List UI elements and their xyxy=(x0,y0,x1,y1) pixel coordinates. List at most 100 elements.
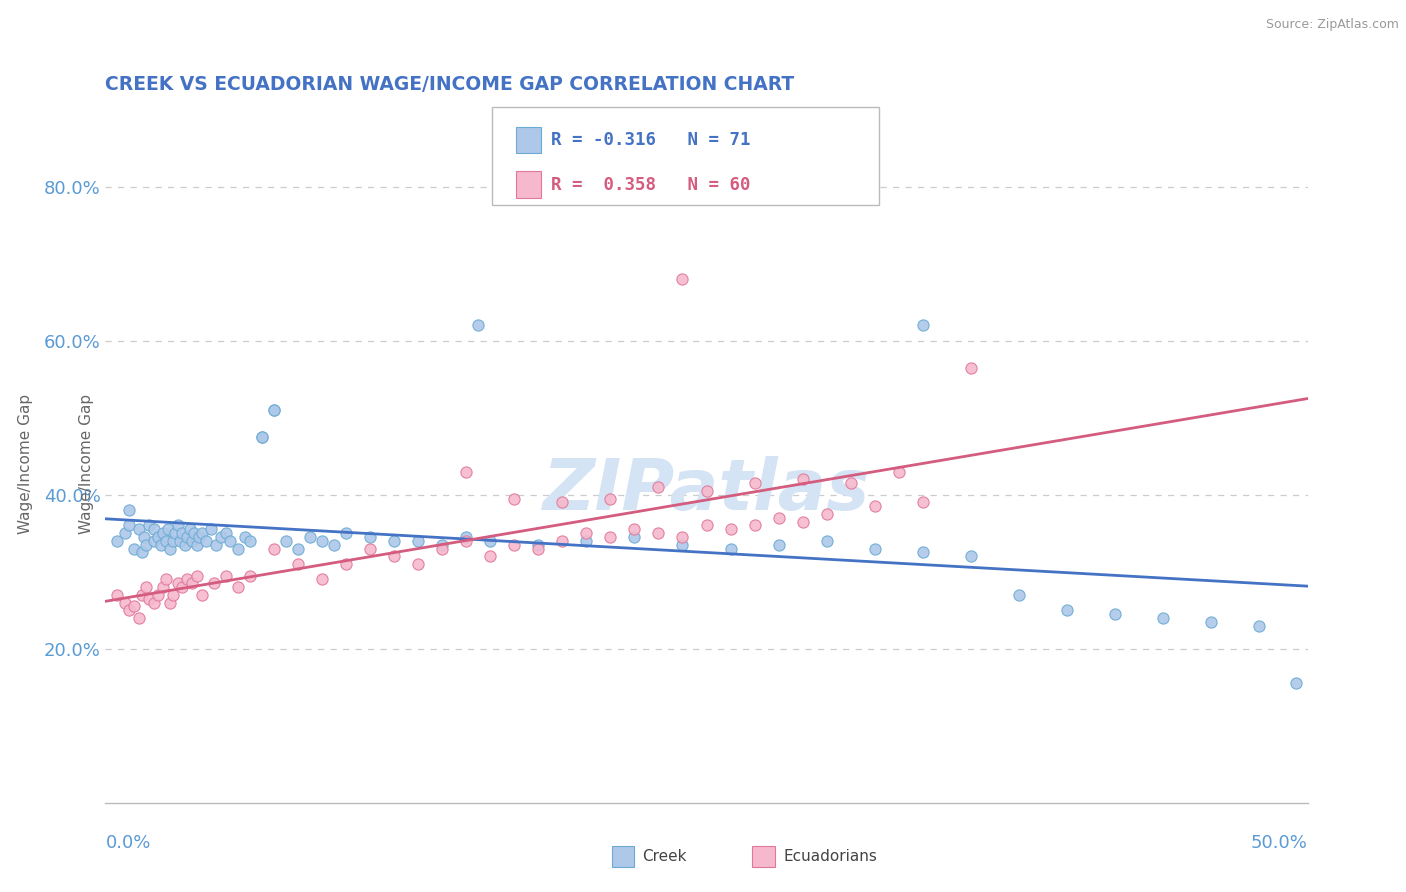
Point xyxy=(911,495,934,509)
Point xyxy=(527,541,550,556)
Point xyxy=(430,538,453,552)
Point xyxy=(454,533,477,548)
Point xyxy=(148,588,170,602)
Point xyxy=(155,533,177,548)
Point xyxy=(359,541,381,556)
Point xyxy=(1104,607,1126,621)
Point xyxy=(190,526,212,541)
Point xyxy=(744,476,766,491)
Point xyxy=(720,541,742,556)
Point xyxy=(359,530,381,544)
Point xyxy=(107,588,129,602)
Point xyxy=(623,530,645,544)
Point xyxy=(202,576,225,591)
Point xyxy=(960,360,983,375)
Point xyxy=(186,538,208,552)
Point xyxy=(406,533,429,548)
Point xyxy=(287,541,309,556)
Point xyxy=(575,533,598,548)
Point xyxy=(118,518,141,533)
Point xyxy=(142,522,165,536)
Point xyxy=(335,526,357,541)
Point xyxy=(263,541,285,556)
Point xyxy=(647,526,669,541)
Point xyxy=(142,533,165,548)
Point xyxy=(135,538,157,552)
Point xyxy=(298,530,321,544)
Point xyxy=(503,538,526,552)
Point xyxy=(454,530,477,544)
Point xyxy=(322,538,344,552)
Point xyxy=(107,533,129,548)
Point xyxy=(132,530,155,544)
Point xyxy=(792,515,814,529)
Point xyxy=(382,549,405,564)
Point xyxy=(162,533,184,548)
Text: Source: ZipAtlas.com: Source: ZipAtlas.com xyxy=(1265,18,1399,31)
Point xyxy=(205,538,228,552)
Point xyxy=(148,530,170,544)
Text: R = -0.316   N = 71: R = -0.316 N = 71 xyxy=(551,131,751,149)
Point xyxy=(186,568,208,582)
Point xyxy=(219,533,242,548)
Point xyxy=(142,595,165,609)
Point xyxy=(181,576,204,591)
Point xyxy=(250,430,273,444)
Point xyxy=(720,522,742,536)
Point xyxy=(200,522,222,536)
Point xyxy=(839,476,862,491)
Point xyxy=(599,491,621,506)
Point xyxy=(188,530,211,544)
Point xyxy=(768,510,790,524)
Text: 0.0%: 0.0% xyxy=(105,834,150,852)
Point xyxy=(124,599,146,614)
Point xyxy=(623,522,645,536)
Point xyxy=(138,591,160,606)
Point xyxy=(863,541,886,556)
Point xyxy=(226,580,249,594)
Point xyxy=(250,430,273,444)
Point xyxy=(166,576,188,591)
Point xyxy=(124,541,146,556)
Point xyxy=(311,573,333,587)
Point xyxy=(527,538,550,552)
Point xyxy=(815,507,838,521)
Point xyxy=(209,530,232,544)
Point xyxy=(233,530,256,544)
Point xyxy=(599,530,621,544)
Point xyxy=(768,538,790,552)
Point xyxy=(183,526,205,541)
Point xyxy=(406,557,429,571)
Point xyxy=(166,518,188,533)
Point xyxy=(152,580,174,594)
Text: CREEK VS ECUADORIAN WAGE/INCOME GAP CORRELATION CHART: CREEK VS ECUADORIAN WAGE/INCOME GAP CORR… xyxy=(105,75,794,94)
Point xyxy=(152,526,174,541)
Text: ZIPatlas: ZIPatlas xyxy=(543,457,870,525)
Point xyxy=(214,568,236,582)
Y-axis label: Wage/Income Gap: Wage/Income Gap xyxy=(18,393,32,534)
Point xyxy=(156,522,179,536)
Point xyxy=(744,518,766,533)
Point xyxy=(274,533,297,548)
Point xyxy=(263,403,285,417)
Point xyxy=(179,522,201,536)
Point xyxy=(696,518,718,533)
Point xyxy=(335,557,357,571)
Point xyxy=(181,533,204,548)
Point xyxy=(551,533,574,548)
Point xyxy=(503,491,526,506)
Point xyxy=(190,588,212,602)
Point xyxy=(960,549,983,564)
Point xyxy=(149,538,172,552)
Text: Creek: Creek xyxy=(643,849,688,863)
Point xyxy=(671,530,693,544)
Point xyxy=(1008,588,1031,602)
Point xyxy=(911,545,934,559)
Point xyxy=(1056,603,1078,617)
Point xyxy=(671,538,693,552)
Point xyxy=(239,568,262,582)
Point xyxy=(696,483,718,498)
Point xyxy=(863,500,886,514)
Point xyxy=(551,495,574,509)
Point xyxy=(1284,676,1306,690)
